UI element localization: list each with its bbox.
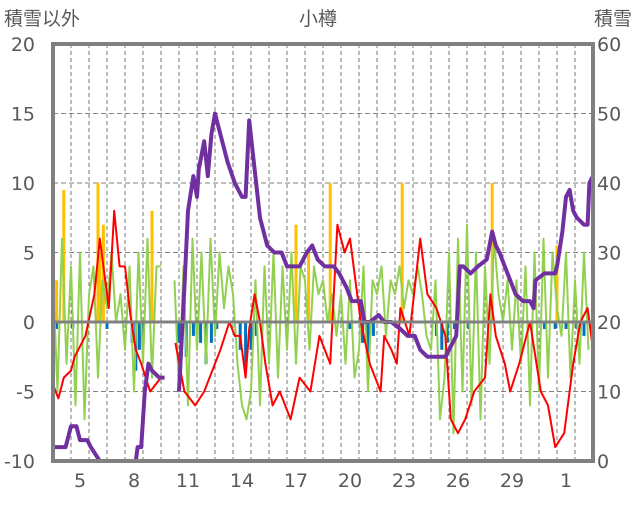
negative-bar — [452, 322, 456, 329]
negative-bar — [191, 322, 195, 336]
negative-bar — [553, 322, 557, 329]
negative-bar — [582, 322, 586, 336]
negative-bar — [542, 322, 546, 329]
negative-bar — [105, 322, 109, 329]
positive-bar — [400, 183, 404, 322]
left-axis-label: 積雪以外 — [4, 8, 80, 30]
positive-bar — [307, 252, 311, 322]
plot-frame — [51, 42, 595, 463]
negative-bar — [141, 322, 145, 336]
negative-bar — [366, 322, 370, 357]
right-axis-label: 積雪 — [594, 8, 632, 30]
negative-bar — [348, 322, 352, 329]
negative-bar — [215, 322, 219, 329]
negative-bar — [209, 322, 213, 343]
right-tick-label: 50 — [597, 104, 621, 126]
grid — [53, 44, 593, 461]
right-tick-label: 30 — [597, 243, 621, 265]
positive-bar — [98, 252, 102, 322]
positive-bar — [294, 224, 298, 322]
left-tick-label: -10 — [4, 451, 35, 473]
x-tick-label: 26 — [446, 470, 470, 492]
negative-bar — [564, 322, 568, 329]
negative-bar — [440, 322, 444, 350]
chart-title: 小樽 — [299, 8, 337, 30]
x-tick-label: 17 — [284, 470, 308, 492]
x-tick-label: 23 — [392, 470, 416, 492]
negative-bar — [249, 322, 253, 350]
negative-bar — [371, 322, 375, 336]
x-tick-label: 29 — [500, 470, 524, 492]
x-tick-label: 14 — [230, 470, 254, 492]
x-tick-label: 1 — [560, 470, 572, 492]
left-tick-label: 15 — [11, 104, 35, 126]
left-tick-label: 5 — [23, 243, 35, 265]
x-tick-label: 11 — [176, 470, 200, 492]
negative-bar — [244, 322, 248, 371]
left-tick-label: 10 — [11, 173, 35, 195]
positive-bar — [490, 183, 494, 322]
positive-bar — [55, 280, 59, 322]
x-tick-label: 8 — [128, 470, 140, 492]
negative-bar — [199, 322, 203, 343]
positive-bar — [328, 183, 332, 322]
left-tick-label: 20 — [11, 34, 35, 56]
left-tick-label: 0 — [23, 312, 35, 334]
right-tick-label: 40 — [597, 173, 621, 195]
green-series-line — [52, 223, 590, 435]
red-series-line — [52, 209, 594, 449]
negative-bar — [445, 322, 449, 343]
positive-bar — [150, 210, 154, 322]
left-tick-label: -5 — [16, 382, 35, 404]
negative-bar — [177, 322, 181, 343]
negative-bar — [137, 322, 141, 350]
right-tick-label: 10 — [597, 382, 621, 404]
x-tick-label: 20 — [338, 470, 362, 492]
positive-bar — [555, 245, 559, 322]
positive-bar — [62, 189, 66, 322]
negative-bar — [55, 322, 59, 329]
right-tick-label: 20 — [597, 312, 621, 334]
right-tick-label: 0 — [597, 451, 609, 473]
right-tick-label: 60 — [597, 34, 621, 56]
x-tick-label: 5 — [74, 470, 86, 492]
